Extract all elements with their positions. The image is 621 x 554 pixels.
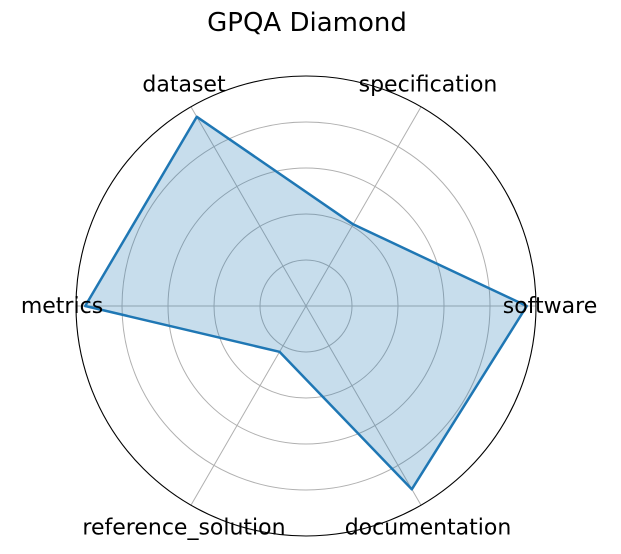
axis-label-metrics: metrics xyxy=(21,294,103,319)
axis-label-dataset: dataset xyxy=(142,72,226,97)
spoke-documentation xyxy=(305,305,422,506)
axis-label-specification: specification xyxy=(359,72,498,97)
spoke-dataset xyxy=(190,106,307,307)
radar-grid xyxy=(75,75,537,537)
axis-label-reference-solution: reference_solution xyxy=(82,516,285,541)
radar-series xyxy=(83,115,529,491)
axis-labels: software specification dataset metrics refer… xyxy=(21,72,597,540)
polar-frame xyxy=(75,75,537,537)
spoke-reference-solution xyxy=(190,305,307,506)
axis-label-software: software xyxy=(503,294,597,319)
series-polygon-1 xyxy=(83,115,529,491)
axis-label-documentation: documentation xyxy=(345,516,512,541)
chart-title: GPQA Diamond xyxy=(207,8,407,38)
spoke-specification xyxy=(305,106,422,307)
